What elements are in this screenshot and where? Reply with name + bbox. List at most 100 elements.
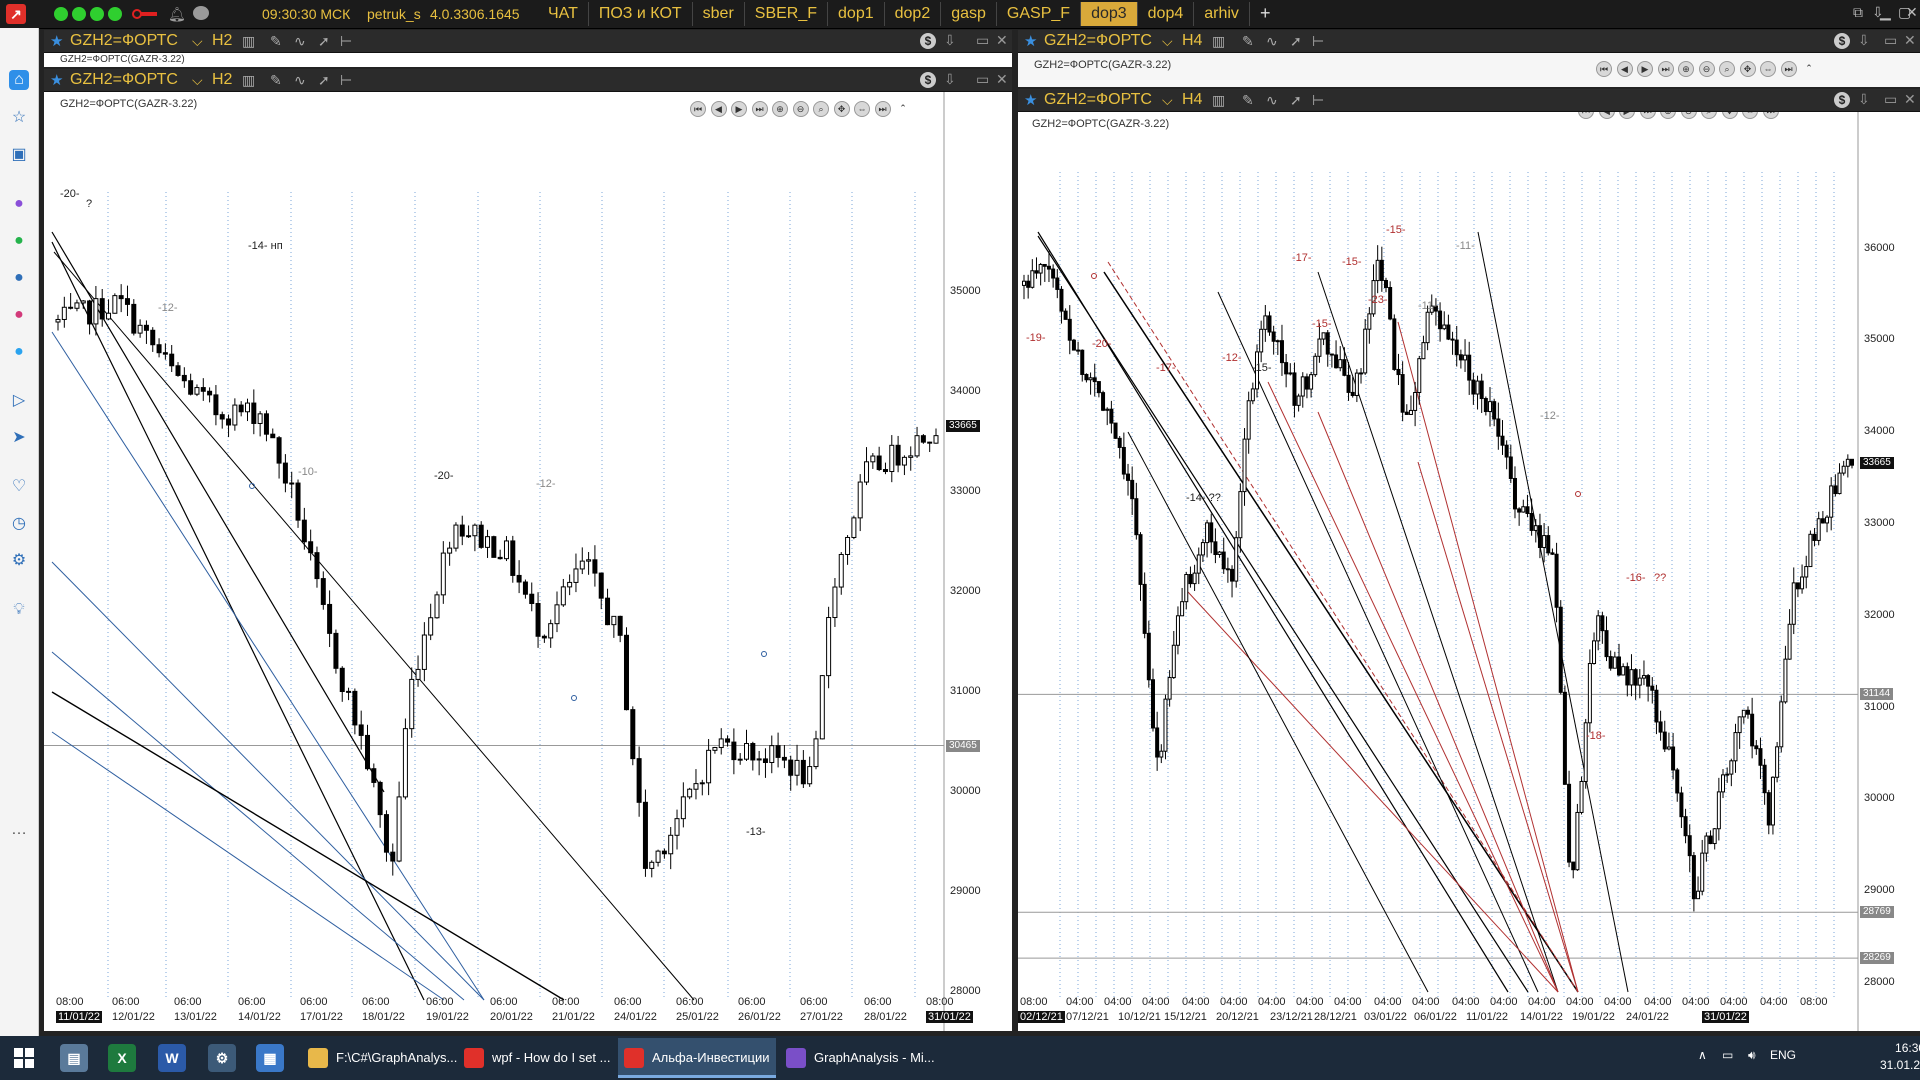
tab-dop1[interactable]: dop1 (828, 2, 885, 26)
level-icon[interactable]: ⊢ (340, 72, 353, 88)
favorite-star-icon[interactable]: ★ (50, 33, 64, 50)
tab-dop2[interactable]: dop2 (885, 2, 942, 26)
send-icon[interactable]: ➤ (12, 429, 26, 446)
cursor-icon[interactable]: ➚ (318, 72, 330, 88)
excel-icon[interactable]: X (108, 1044, 136, 1072)
indicator-icon[interactable]: ∿ (1266, 33, 1278, 49)
taskbar-app[interactable]: F:\C#\GraphAnalys... (302, 1038, 457, 1078)
dollar-icon[interactable]: $ (920, 72, 936, 88)
timeframe-label[interactable]: H2 (212, 71, 233, 88)
pin-icon[interactable]: ⇩ (944, 32, 956, 48)
chat-bubble-icon[interactable] (193, 6, 209, 20)
key-icon[interactable] (132, 9, 158, 19)
chart-nav-button[interactable]: ⌃ (899, 103, 907, 113)
window-close-icon[interactable]: ✕ (996, 32, 1008, 48)
clock-icon[interactable]: ◷ (12, 515, 26, 532)
window-maximize-icon[interactable]: ▭ (976, 71, 990, 87)
cursor-icon[interactable]: ➚ (1290, 33, 1302, 49)
chart-nav-button[interactable]: ◀ (710, 101, 727, 117)
symbol-selector[interactable]: GZH2=ФОРТС (70, 32, 178, 49)
tab-dop3[interactable]: dop3 (1081, 2, 1138, 26)
pencil-icon[interactable]: ✎ (1242, 92, 1254, 108)
heart-icon[interactable]: ♡ (11, 478, 27, 495)
chart-nav-button[interactable]: ✥ (1739, 61, 1756, 77)
tab-gasp_f[interactable]: GASP_F (997, 2, 1082, 26)
pin-icon[interactable]: ⇩ (944, 71, 956, 87)
symbol-selector[interactable]: GZH2=ФОРТС (1044, 32, 1152, 49)
chart-nav-button[interactable]: ✥ (833, 101, 850, 117)
candles-icon[interactable]: ▥ (242, 72, 256, 88)
chart-nav-button[interactable]: ▶ (731, 101, 747, 117)
dollar-icon[interactable]: $ (1834, 92, 1850, 108)
app-logo-icon[interactable]: ↗ (6, 4, 26, 24)
tool-icon[interactable]: ⚙ (208, 1044, 236, 1072)
taskbar-app[interactable]: GraphAnalysis - Mi... (780, 1038, 935, 1078)
favorite-star-icon[interactable]: ★ (1024, 92, 1038, 109)
window-close-icon[interactable]: ✕ (1904, 91, 1916, 107)
add-tab-button[interactable]: + (1259, 3, 1271, 23)
bulb-icon[interactable]: 💡︎ (13, 601, 25, 618)
chart-nav-button[interactable]: ⏮ (1596, 61, 1612, 77)
volume-icon[interactable]: 🔊︎ (1748, 1048, 1756, 1062)
window-close-icon[interactable]: ✕ (1904, 32, 1916, 48)
timeframe-label[interactable]: H4 (1182, 91, 1203, 108)
timeframe-label[interactable]: H2 (212, 32, 233, 49)
calculator-icon[interactable]: ▦ (256, 1044, 284, 1072)
gear-icon[interactable]: ⚙ (11, 552, 27, 569)
dollar-icon[interactable]: $ (920, 33, 936, 49)
maximize-button[interactable]: ▢ (1898, 4, 1912, 20)
timeframe-label[interactable]: H4 (1182, 32, 1203, 49)
briefcase-icon[interactable]: ▣ (11, 146, 27, 163)
messenger-icon[interactable]: ● (14, 195, 24, 212)
play-icon[interactable]: ▷ (12, 392, 26, 409)
level-icon[interactable]: ⊢ (1312, 33, 1325, 49)
language-indicator[interactable]: ENG (1770, 1048, 1797, 1062)
windows-start-icon[interactable] (14, 1048, 34, 1068)
chart-nav-button[interactable]: ⏭ (751, 101, 768, 117)
system-clock[interactable]: 16:30 31.01.2022 (1880, 1040, 1920, 1074)
tab-dop4[interactable]: dop4 (1138, 2, 1195, 26)
chevron-down-icon[interactable]: ⌵ (1162, 33, 1173, 49)
chevron-down-icon[interactable]: ⌵ (192, 33, 203, 49)
link-icon[interactable]: ⧉ (1853, 4, 1863, 20)
chart-nav-button[interactable]: ⊕ (772, 101, 788, 117)
level-icon[interactable]: ⊢ (1312, 92, 1325, 108)
cursor-icon[interactable]: ➚ (318, 33, 330, 49)
tab-чат[interactable]: ЧАТ (538, 2, 589, 26)
indicator-icon[interactable]: ∿ (294, 72, 306, 88)
taskbar-app[interactable]: Альфа-Инвестиции (618, 1038, 776, 1078)
explorer-pinned-icon[interactable]: ▤ (60, 1044, 88, 1072)
network-icon[interactable]: ▭ (1722, 1048, 1734, 1062)
whatsapp-icon[interactable]: ● (14, 232, 24, 249)
pin-icon[interactable]: ⇩ (1872, 4, 1884, 20)
candles-icon[interactable]: ▥ (1212, 92, 1226, 108)
window-maximize-icon[interactable]: ▭ (1884, 91, 1898, 107)
chart-nav-button[interactable]: ⌕ (813, 101, 829, 117)
pencil-icon[interactable]: ✎ (1242, 33, 1254, 49)
level-icon[interactable]: ⊢ (340, 33, 353, 49)
chart-nav-button[interactable]: ⊖ (792, 101, 809, 117)
chart-nav-button[interactable]: ⇔ (854, 101, 870, 117)
tab-sber[interactable]: sber (693, 2, 745, 26)
chart-nav-button[interactable]: ⏭ (1657, 61, 1674, 77)
chart-nav-button[interactable]: ⌕ (1719, 61, 1735, 77)
tab-поз-и-кот[interactable]: ПОЗ и КОТ (589, 2, 693, 26)
symbol-selector[interactable]: GZH2=ФОРТС (1044, 91, 1152, 108)
taskbar-app[interactable]: wpf - How do I set ... (458, 1038, 611, 1078)
more-icon[interactable]: … (11, 821, 27, 838)
chart-nav-button[interactable]: ⊖ (1698, 61, 1715, 77)
window-close-icon[interactable]: ✕ (996, 71, 1008, 87)
pencil-icon[interactable]: ✎ (270, 33, 282, 49)
pencil-icon[interactable]: ✎ (270, 72, 282, 88)
star-icon[interactable]: ☆ (11, 109, 27, 126)
chart-nav-button[interactable]: ⌃ (1783, 112, 1799, 119)
chart-canvas[interactable] (1018, 112, 1920, 1031)
chevron-down-icon[interactable]: ⌵ (192, 72, 203, 88)
cursor-icon[interactable]: ➚ (1290, 92, 1302, 108)
tab-sber_f[interactable]: SBER_F (745, 2, 829, 26)
pin-icon[interactable]: ⇩ (1858, 91, 1870, 107)
chart-nav-button[interactable]: ⇔ (1760, 61, 1776, 77)
chart-canvas[interactable] (44, 92, 1012, 1031)
window-maximize-icon[interactable]: ▭ (976, 32, 990, 48)
indicator-icon[interactable]: ∿ (1266, 92, 1278, 108)
